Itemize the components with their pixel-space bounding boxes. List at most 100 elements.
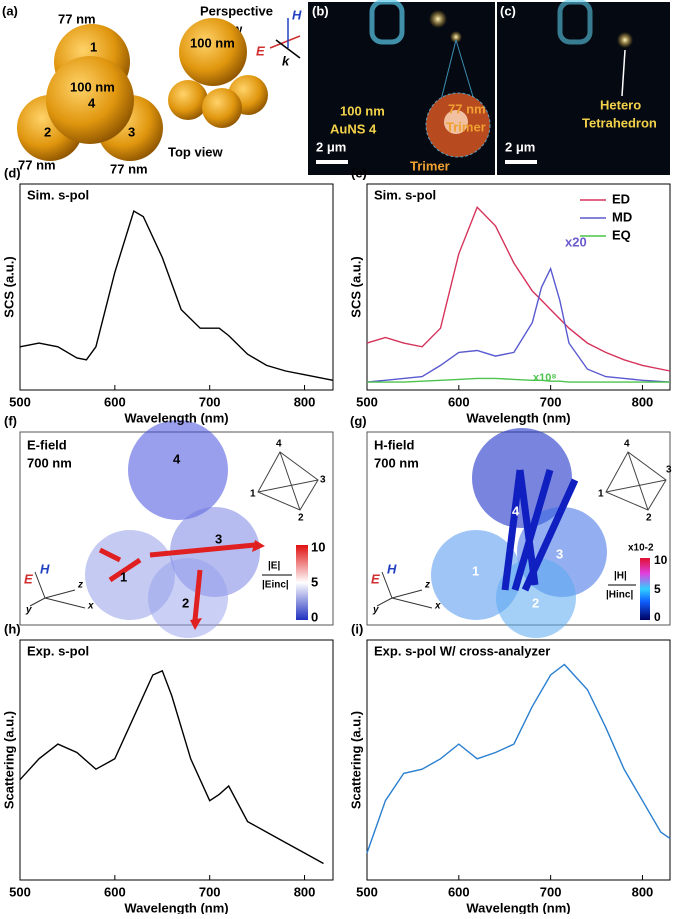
y-axis-label: Scattering (a.u.) — [348, 711, 363, 809]
label: x — [87, 601, 94, 612]
x-tick-label: 500 — [356, 884, 378, 899]
series-line — [19, 209, 334, 381]
label: 3 — [556, 546, 563, 561]
y-axis-label: SCS (a.u.) — [1, 256, 16, 317]
panel-label: (b) — [312, 3, 329, 18]
label: 2 — [532, 595, 539, 610]
scale-label: 2 μm — [316, 139, 346, 154]
label: 2 — [646, 513, 652, 524]
sphere — [179, 18, 247, 86]
label: 4 — [173, 451, 181, 466]
label: 4 — [624, 439, 630, 450]
label: x — [434, 601, 441, 612]
x-tick-label: 600 — [448, 394, 470, 409]
label: E — [371, 571, 380, 586]
plot-frame — [366, 639, 671, 881]
label: 1 — [250, 489, 256, 500]
x-tick-label: 700 — [199, 884, 221, 899]
legend-label: ED — [612, 191, 630, 206]
label: 77 nm — [448, 101, 486, 116]
label: 2 — [44, 124, 51, 139]
label: H — [40, 561, 50, 576]
plot-frame — [19, 639, 334, 881]
panel-label: (i) — [351, 621, 363, 636]
annotation: x20 — [565, 234, 587, 249]
x-axis-label: Wavelength (nm) — [466, 410, 570, 425]
label: 1 — [90, 39, 97, 54]
panel-label: (d) — [4, 165, 21, 180]
x-tick-label: 500 — [9, 394, 31, 409]
label: H — [387, 561, 397, 576]
label: Perspective — [200, 3, 273, 18]
colorbar-label: 5 — [311, 574, 318, 589]
x-tick-label: 700 — [199, 394, 221, 409]
scale-bar — [505, 160, 537, 164]
label: H — [292, 7, 302, 22]
colorbar-label: 10 — [654, 553, 668, 567]
chart-title: Exp. s-pol W/ cross-analyzer — [374, 643, 550, 658]
label: 77 nm — [110, 161, 148, 176]
label: Trimer — [446, 119, 486, 134]
x-axis-label: Wavelength (nm) — [124, 410, 228, 425]
chart-title: Sim. s-pol — [374, 187, 436, 202]
sphere — [148, 558, 228, 638]
x-tick-label: 800 — [294, 394, 316, 409]
label: 3 — [215, 531, 222, 546]
label: Tetrahedron — [582, 115, 657, 130]
colorbar-label: 10 — [311, 539, 325, 554]
label: |Hinc| — [606, 590, 633, 601]
label: 3 — [128, 124, 135, 139]
label: 77 nm — [18, 157, 56, 172]
label: z — [77, 580, 83, 591]
sphere — [46, 56, 134, 144]
label: 3 — [666, 465, 672, 476]
sphere — [128, 420, 228, 520]
label: 4 — [512, 503, 520, 518]
label: y — [372, 605, 379, 616]
label: k — [282, 53, 290, 68]
axes-icon — [376, 571, 433, 609]
label: z — [424, 580, 430, 591]
particle — [450, 31, 462, 43]
label: 4 — [88, 95, 96, 110]
label: 100 nm — [190, 35, 235, 50]
axes-icon — [29, 571, 86, 609]
x-tick-label: 600 — [104, 394, 126, 409]
particle — [429, 10, 447, 28]
x-tick-label: 600 — [448, 884, 470, 899]
label: Hetero — [600, 97, 641, 112]
x-tick-label: 500 — [9, 884, 31, 899]
label: 2 — [298, 513, 304, 524]
field-arrows — [501, 469, 579, 592]
label: 100 nm — [70, 79, 115, 94]
x-tick-label: 600 — [104, 884, 126, 899]
label: E — [24, 571, 33, 586]
y-axis-label: Scattering (a.u.) — [1, 711, 16, 809]
series-line — [366, 663, 671, 854]
panel-label: (a) — [2, 3, 18, 18]
x-axis-label: Wavelength (nm) — [466, 900, 570, 914]
x-tick-label: 500 — [356, 394, 378, 409]
label: E-field — [27, 437, 67, 452]
colorbar-label: 0 — [311, 609, 318, 624]
label: 4 — [276, 439, 282, 450]
label: x10-2 — [628, 543, 654, 554]
panel-c: (c) Hetero Tetrahedron 2 μm — [497, 0, 670, 175]
label: 1 — [120, 569, 127, 584]
particle — [617, 32, 633, 48]
legend-label: MD — [612, 209, 632, 224]
field-arrows — [98, 542, 256, 621]
label: y — [25, 605, 32, 616]
x-tick-label: 700 — [540, 394, 562, 409]
axis-arrow — [275, 39, 301, 59]
label: 3 — [320, 475, 326, 486]
label: |H| — [614, 571, 627, 582]
tetrahedron — [257, 451, 319, 511]
label: H-field — [374, 437, 415, 452]
label: |Einc| — [262, 580, 289, 591]
label: 100 nm — [340, 103, 385, 118]
series-line — [366, 266, 671, 383]
label: 700 nm — [374, 455, 419, 470]
arrow-heads — [190, 540, 265, 630]
scale-bar — [316, 160, 348, 164]
